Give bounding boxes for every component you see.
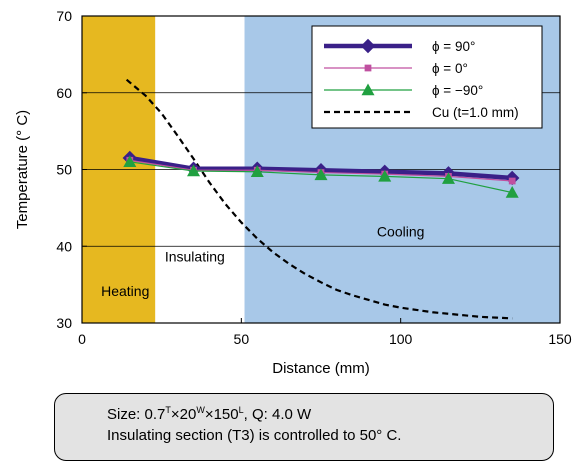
data-point-phi-minus-90: [441, 172, 455, 184]
x-tick-label: 150: [548, 331, 572, 347]
y-axis-label: Temperature (° C): [14, 110, 31, 229]
y-tick-label: 60: [56, 85, 72, 101]
data-point-phi-minus-90: [187, 164, 201, 177]
legend: ϕ = 90° ϕ = 0° ϕ = −90° Cu (t=1.0 mm): [311, 25, 543, 129]
data-point-phi-0: [508, 177, 516, 185]
y-tick-label: 30: [56, 315, 72, 331]
size-spec: Size: 0.7T×20W×150L, Q: 4.0 W: [107, 405, 312, 424]
chart: Heating Insulating Cooling 0 50 100 150 30 40 50…: [14, 8, 572, 377]
data-point-phi-minus-90: [250, 165, 264, 178]
legend-marker: [360, 38, 376, 54]
data-point-phi-minus-90: [505, 186, 519, 198]
data-point-phi-minus-90: [314, 168, 328, 181]
legend-marker: [364, 64, 372, 72]
region-label-insulating: Insulating: [165, 249, 225, 265]
y-tick-label: 50: [56, 162, 72, 178]
x-tick-label: 50: [234, 331, 250, 347]
data-point-phi-minus-90: [123, 155, 137, 168]
series-line-cu: [125, 78, 513, 320]
legend-label: ϕ = 90°: [432, 39, 475, 54]
legend-label: ϕ = −90°: [432, 83, 483, 98]
legend-label: ϕ = 0°: [432, 61, 468, 76]
region-label-cooling: Cooling: [377, 223, 424, 239]
legend-label: Cu (t=1.0 mm): [432, 105, 519, 120]
data-point-phi-minus-90: [378, 169, 392, 182]
specification-note: Size: 0.7T×20W×150L, Q: 4.0 W Insulating…: [54, 393, 554, 461]
legend-marker: [361, 83, 375, 96]
region-label-heating: Heating: [101, 283, 149, 299]
y-tick-label: 40: [56, 238, 72, 254]
control-note: Insulating section (T3) is controlled to…: [107, 427, 402, 444]
x-tick-label: 100: [389, 331, 413, 347]
x-tick-label: 0: [78, 331, 86, 347]
y-tick-label: 70: [56, 8, 72, 24]
x-axis-label: Distance (mm): [272, 360, 370, 377]
legend-box: [311, 25, 543, 129]
